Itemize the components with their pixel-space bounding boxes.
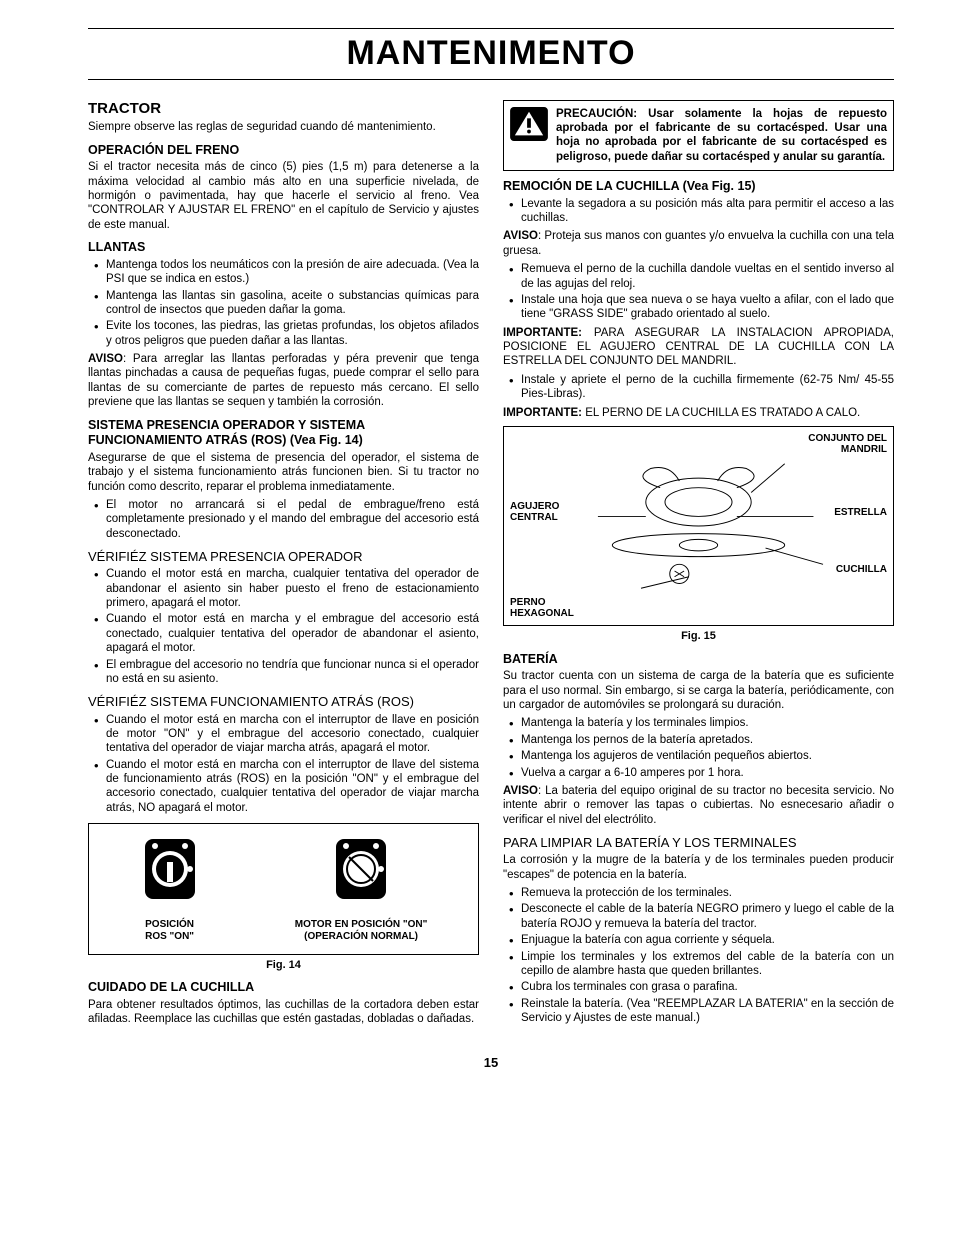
importante-text: EL PERNO DE LA CUCHILLA ES TRATADO A CAL… bbox=[582, 407, 860, 419]
llantas-list: Mantenga todos los neumáticos con la pre… bbox=[88, 258, 479, 348]
list-item: Enjuague la batería con agua corriente y… bbox=[503, 933, 894, 947]
warning-text: PRECAUCIÓN: Usar solamente la hojas de r… bbox=[556, 107, 887, 165]
mandrel-diagram bbox=[512, 435, 885, 617]
aviso-label: AVISO bbox=[503, 230, 538, 242]
content-columns: TRACTOR Siempre observe las reglas de se… bbox=[88, 100, 894, 1031]
remocion-list1: Levante la segadora a su posición más al… bbox=[503, 197, 894, 226]
list-item: Vuelva a cargar a 6-10 amperes por 1 hor… bbox=[503, 766, 894, 780]
remocion-heading: REMOCIÓN DE LA CUCHILLA (Vea Fig. 15) bbox=[503, 179, 894, 195]
top-rule bbox=[88, 28, 894, 29]
verifiez1-heading: VÉRIFIÉZ SISTEMA PRESENCIA OPERADOR bbox=[88, 549, 479, 565]
ros-heading: SISTEMA PRESENCIA OPERADOR Y SISTEMA FUN… bbox=[88, 418, 479, 449]
list-item: Mantenga los agujeros de ventilación peq… bbox=[503, 749, 894, 763]
fig14-label1b: ROS "ON" bbox=[140, 931, 200, 944]
remocion-list2: Remueva el perno de la cuchilla dandole … bbox=[503, 262, 894, 322]
fig15-cuchilla-label: CUCHILLA bbox=[836, 564, 887, 575]
limpiar-list: Remueva la protección de los terminales.… bbox=[503, 886, 894, 1025]
warning-box: PRECAUCIÓN: Usar solamente la hojas de r… bbox=[503, 100, 894, 172]
cuchilla-para: Para obtener resultados óptimos, las cuc… bbox=[88, 998, 479, 1027]
list-item: Reinstale la batería. (Vea "REEMPLAZAR L… bbox=[503, 997, 894, 1026]
list-item: Mantenga la batería y los terminales lim… bbox=[503, 716, 894, 730]
fig15-agujero-label: AGUJEROCENTRAL bbox=[510, 501, 559, 523]
verifiez2-list: Cuando el motor está en marcha con el in… bbox=[88, 713, 479, 816]
list-item: Levante la segadora a su posición más al… bbox=[503, 197, 894, 226]
fig15-estrella-label: ESTRELLA bbox=[834, 507, 887, 518]
fig15-mandril-label: CONJUNTO DELMANDRIL bbox=[808, 433, 887, 455]
list-item: Remueva el perno de la cuchilla dandole … bbox=[503, 262, 894, 291]
aviso-text: : La bateria del equipo original de su t… bbox=[503, 785, 894, 826]
list-item: Instale y apriete el perno de la cuchill… bbox=[503, 373, 894, 402]
remocion-aviso: AVISO: Proteja sus manos con guantes y/o… bbox=[503, 229, 894, 258]
fig14-left: POSICIÓN ROS "ON" bbox=[140, 834, 200, 944]
importante2: IMPORTANTE: EL PERNO DE LA CUCHILLA ES T… bbox=[503, 406, 894, 420]
aviso-label: AVISO bbox=[88, 353, 123, 365]
remocion-list3: Instale y apriete el perno de la cuchill… bbox=[503, 373, 894, 402]
fig14-label1a: POSICIÓN bbox=[140, 919, 200, 932]
verifiez2-heading: VÉRIFIÉZ SISTEMA FUNCIONAMIENTO ATRÁS (R… bbox=[88, 694, 479, 710]
importante1: IMPORTANTE: PARA ASEGURAR LA INSTALACION… bbox=[503, 326, 894, 369]
list-item: Instale una hoja que sea nueva o se haya… bbox=[503, 293, 894, 322]
figure-14-box: POSICIÓN ROS "ON" MOTOR EN POSICIÓN "ON"… bbox=[88, 823, 479, 955]
limpiar-heading: PARA LIMPIAR LA BATERÍA Y LOS TERMINALES bbox=[503, 835, 894, 851]
key-icon-normal bbox=[331, 834, 391, 914]
aviso-text: : Para arreglar las llantas perforadas y… bbox=[88, 353, 479, 408]
fig15-caption: Fig. 15 bbox=[503, 630, 894, 644]
ros-list: El motor no arrancará si el pedal de emb… bbox=[88, 498, 479, 541]
verifiez1-list: Cuando el motor está en marcha, cualquie… bbox=[88, 567, 479, 686]
list-item: Evite los tocones, las piedras, las grie… bbox=[88, 319, 479, 348]
bateria-heading: BATERÍA bbox=[503, 652, 894, 668]
cuchilla-heading: CUIDADO DE LA CUCHILLA bbox=[88, 980, 479, 996]
list-item: Cuando el motor está en marcha y el embr… bbox=[88, 612, 479, 655]
list-item: Remueva la protección de los terminales. bbox=[503, 886, 894, 900]
ros-para: Asegurarse de que el sistema de presenci… bbox=[88, 451, 479, 494]
list-item: El motor no arrancará si el pedal de emb… bbox=[88, 498, 479, 541]
right-column: PRECAUCIÓN: Usar solamente la hojas de r… bbox=[503, 100, 894, 1031]
list-item: Mantenga todos los neumáticos con la pre… bbox=[88, 258, 479, 287]
fig14-right: MOTOR EN POSICIÓN "ON" (OPERACIÓN NORMAL… bbox=[295, 834, 428, 944]
list-item: Cuando el motor está en marcha con el in… bbox=[88, 713, 479, 756]
freno-heading: OPERACIÓN DEL FRENO bbox=[88, 143, 479, 159]
list-item: El embrague del accesorio no tendría que… bbox=[88, 658, 479, 687]
key-icon-ros bbox=[140, 834, 200, 914]
bateria-para: Su tractor cuenta con un sistema de carg… bbox=[503, 669, 894, 712]
freno-para: Si el tractor necesita más de cinco (5) … bbox=[88, 160, 479, 232]
list-item: Cubra los terminales con grasa o parafin… bbox=[503, 980, 894, 994]
list-item: Mantenga los pernos de la batería apreta… bbox=[503, 733, 894, 747]
llantas-heading: LLANTAS bbox=[88, 240, 479, 256]
fig14-label2b: (OPERACIÓN NORMAL) bbox=[295, 931, 428, 944]
tractor-heading: TRACTOR bbox=[88, 100, 479, 119]
fig14-caption: Fig. 14 bbox=[88, 959, 479, 973]
tractor-para: Siempre observe las reglas de seguridad … bbox=[88, 120, 479, 134]
list-item: Mantenga las llantas sin gasolina, aceit… bbox=[88, 289, 479, 318]
main-title: MANTENIMENTO bbox=[88, 32, 894, 80]
importante-label: IMPORTANTE: bbox=[503, 327, 582, 339]
figure-15-box: CONJUNTO DELMANDRIL AGUJEROCENTRAL ESTRE… bbox=[503, 426, 894, 626]
list-item: Cuando el motor está en marcha, cualquie… bbox=[88, 567, 479, 610]
llantas-aviso: AVISO: Para arreglar las llantas perfora… bbox=[88, 352, 479, 410]
warning-icon bbox=[510, 107, 548, 141]
list-item: Cuando el motor está en marcha con el in… bbox=[88, 758, 479, 816]
aviso-text: : Proteja sus manos con guantes y/o envu… bbox=[503, 230, 894, 256]
fig15-perno-label: PERNOHEXAGONAL bbox=[510, 597, 574, 619]
page-number: 15 bbox=[88, 1055, 894, 1071]
list-item: Limpie los terminales y los extremos del… bbox=[503, 950, 894, 979]
bateria-aviso: AVISO: La bateria del equipo original de… bbox=[503, 784, 894, 827]
importante-label: IMPORTANTE: bbox=[503, 407, 582, 419]
aviso-label: AVISO bbox=[503, 785, 538, 797]
fig14-label2a: MOTOR EN POSICIÓN "ON" bbox=[295, 919, 428, 932]
list-item: Desconecte el cable de la batería NEGRO … bbox=[503, 902, 894, 931]
left-column: TRACTOR Siempre observe las reglas de se… bbox=[88, 100, 479, 1031]
bateria-list: Mantenga la batería y los terminales lim… bbox=[503, 716, 894, 780]
limpiar-para: La corrosión y la mugre de la batería y … bbox=[503, 853, 894, 882]
